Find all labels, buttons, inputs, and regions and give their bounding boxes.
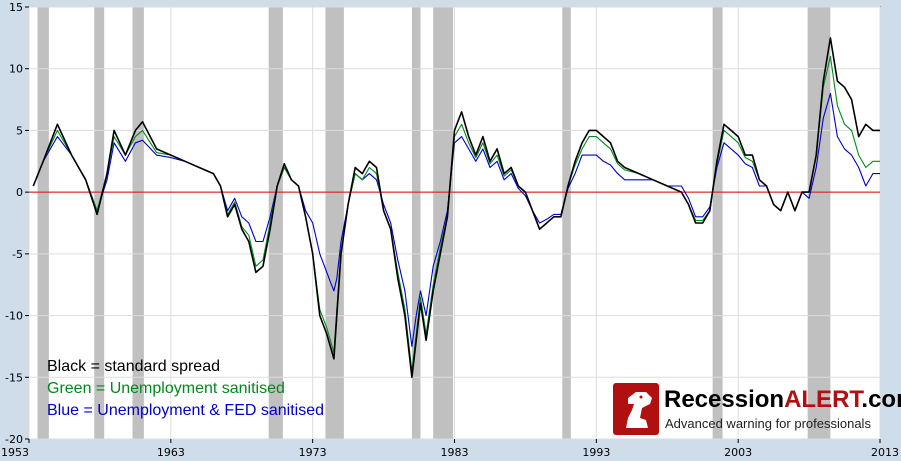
y-axis: -20 -15 -10 -5 0 5 10 15	[5, 1, 29, 446]
y-tick-label-5: 5	[16, 124, 23, 137]
x-tick-label-6: 2013	[871, 446, 899, 459]
series-line-black	[32, 37, 880, 379]
x-tick-label-2: 1973	[299, 446, 327, 459]
legend: Black = standard spread Green = Unemploy…	[47, 358, 324, 419]
recession-band-4	[325, 7, 344, 439]
x-axis: 1953 1963 1973 1983 1993 2003 2013	[1, 439, 899, 459]
y-tick-label-6: 10	[9, 63, 23, 76]
recession-band-5	[411, 7, 421, 439]
x-tick-label-4: 1993	[582, 446, 610, 459]
legend-entry-green: Green = Unemployment sanitised	[47, 380, 285, 397]
y-tick-label-7: 15	[9, 1, 23, 14]
recession-band-1	[94, 7, 105, 439]
series-lines	[32, 37, 880, 379]
recession-band-7	[562, 7, 571, 439]
series-line-green	[32, 55, 880, 372]
y-tick-label-3: -5	[12, 248, 23, 261]
y-tick-label-4: 0	[16, 186, 23, 199]
x-tick-label-3: 1983	[441, 446, 469, 459]
x-tick-label-1: 1963	[157, 446, 185, 459]
chess-knight-icon	[626, 392, 652, 428]
recession-band-6	[433, 7, 454, 439]
recession-band-0	[37, 7, 49, 439]
series-line-blue	[32, 92, 880, 347]
recession-bands	[37, 7, 831, 439]
brand-name: RecessionALERT.com	[664, 386, 901, 413]
y-tick-label-1: -15	[5, 371, 23, 384]
y-tick-label-2: -10	[5, 310, 23, 323]
brand-logo: RecessionALERT.com Advanced warning for …	[613, 383, 901, 435]
recession-band-2	[132, 7, 144, 439]
brand-tagline: Advanced warning for professionals	[665, 416, 871, 431]
legend-entry-black: Black = standard spread	[47, 358, 220, 375]
x-tick-label-5: 2003	[724, 446, 752, 459]
x-tick-label-0: 1953	[1, 446, 29, 459]
legend-entry-blue: Blue = Unemployment & FED sanitised	[47, 402, 324, 419]
y-tick-label-0: -20	[5, 433, 23, 446]
recession-band-8	[712, 7, 723, 439]
recession-band-3	[268, 7, 283, 439]
